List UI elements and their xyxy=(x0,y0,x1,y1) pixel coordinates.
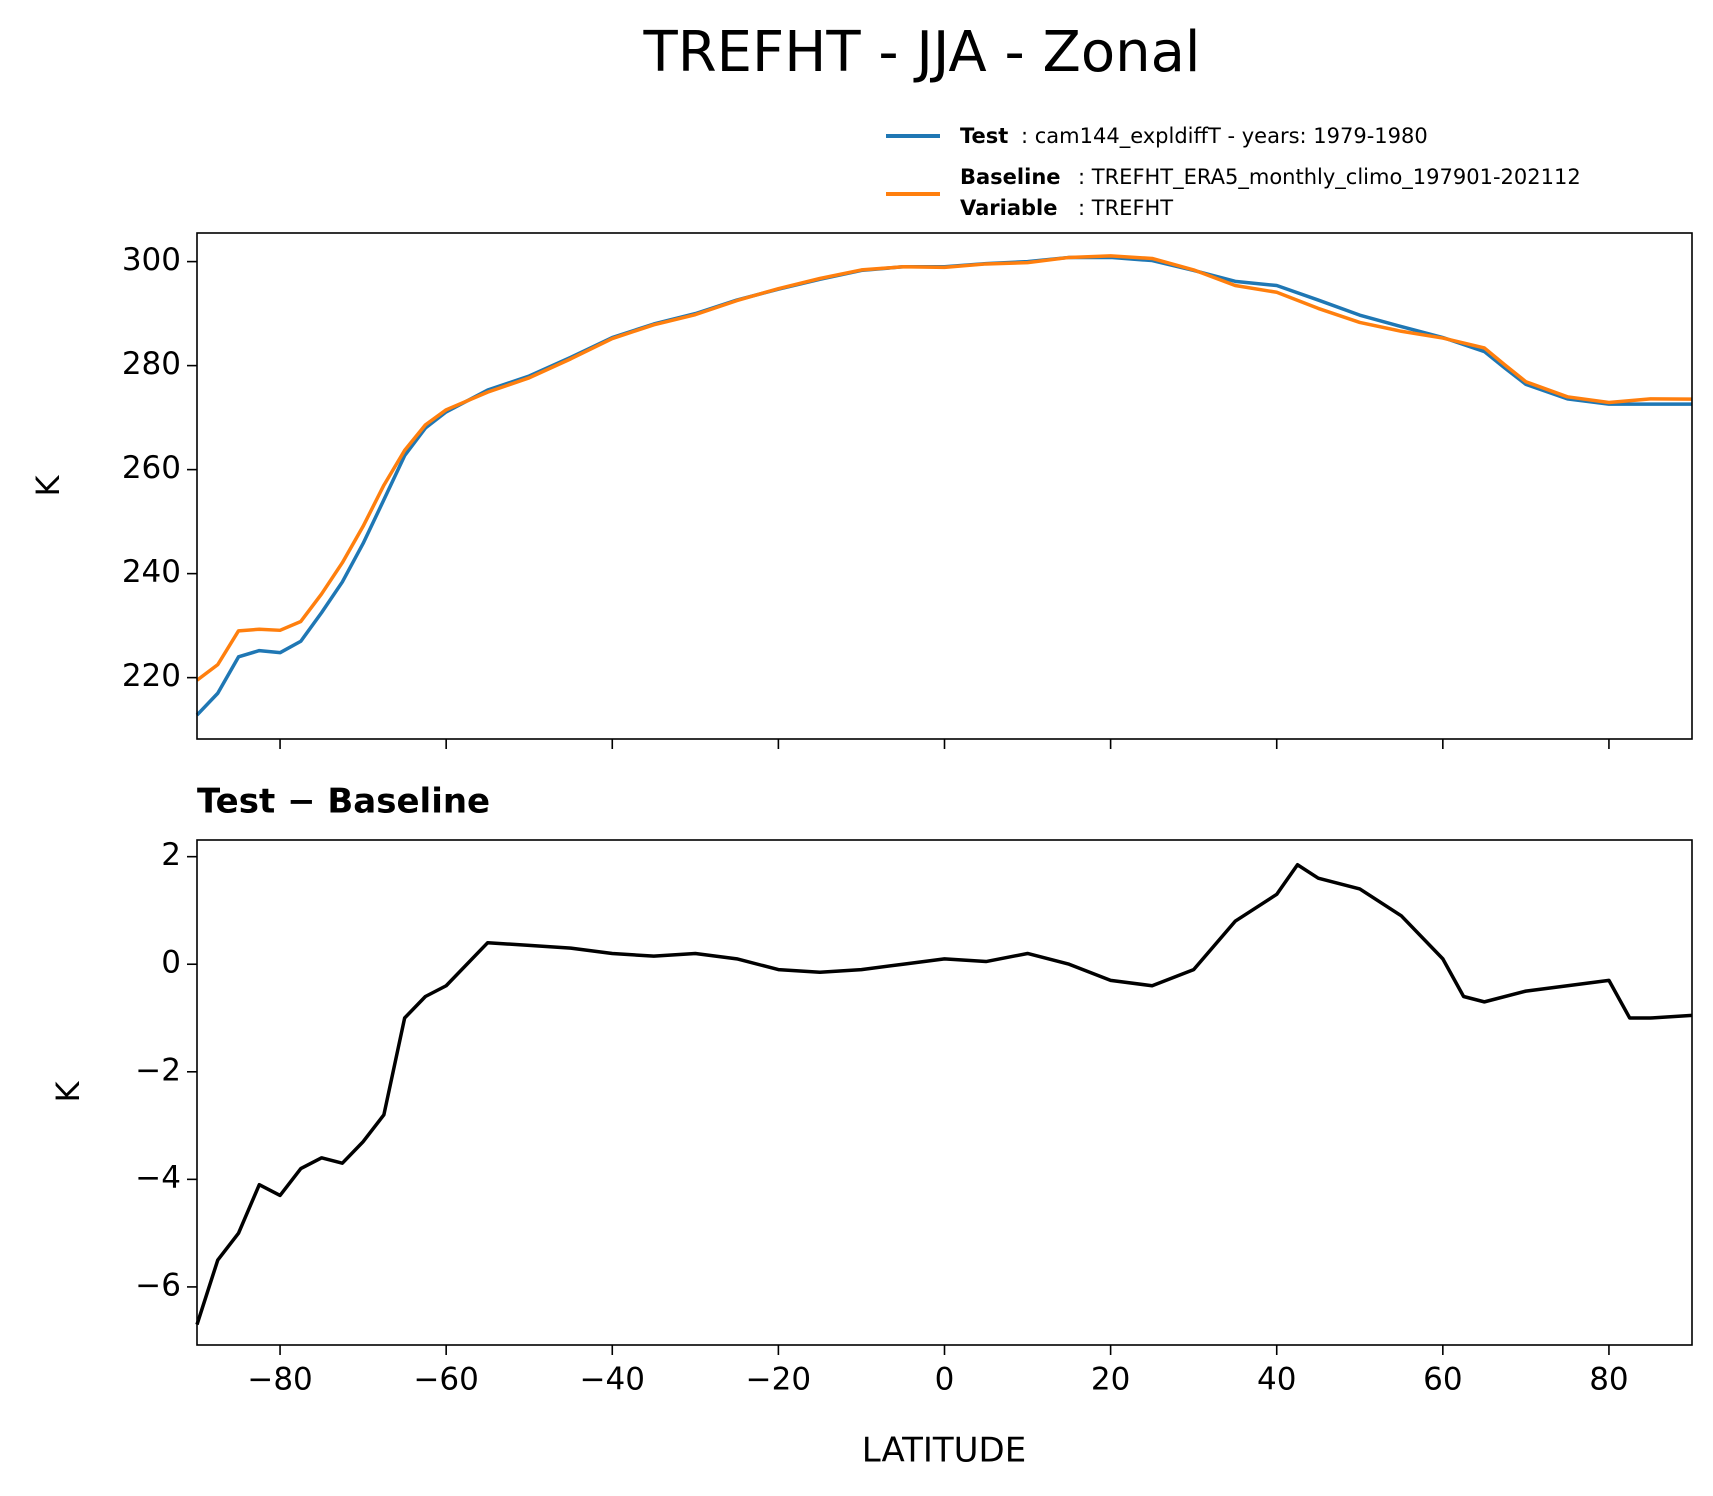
plot-frame xyxy=(196,839,1693,1346)
x-tick-label: −20 xyxy=(746,1362,811,1398)
legend-label: Baseline xyxy=(960,165,1061,189)
y-tick-label: 240 xyxy=(122,554,181,590)
x-tick-label: 60 xyxy=(1423,1362,1462,1398)
data-line xyxy=(195,254,1693,682)
x-tick-label: −40 xyxy=(580,1362,645,1398)
figure-title: TREFHT - JJA - Zonal xyxy=(643,20,1201,85)
y-tick-label: 280 xyxy=(122,346,181,382)
y-tick-label: −2 xyxy=(135,1052,181,1088)
subplot-title: Test − Baseline xyxy=(197,782,490,822)
data-line xyxy=(195,255,1692,717)
legend: Test : cam144_expldiffT - years: 1979-19… xyxy=(886,124,1581,220)
y-tick-label: −6 xyxy=(135,1267,181,1303)
x-axis-label: LATITUDE xyxy=(862,1431,1026,1471)
y-axis-label: K xyxy=(49,1080,87,1102)
y-tick-label: 220 xyxy=(122,658,181,694)
legend-label: Test xyxy=(960,124,1008,148)
y-axis-label: K xyxy=(29,474,67,496)
legend-label: Variable xyxy=(960,196,1057,220)
y-tick-label: 300 xyxy=(122,242,181,278)
y-tick-label: 2 xyxy=(161,837,181,873)
x-tick-label: 40 xyxy=(1257,1362,1296,1398)
y-tick-label: 260 xyxy=(122,450,181,486)
y-tick-label: −4 xyxy=(135,1160,181,1196)
legend-text: : TREFHT_ERA5_monthly_climo_197901-20211… xyxy=(1078,165,1581,190)
legend-text: : cam144_expldiffT - years: 1979-1980 xyxy=(1021,124,1428,149)
y-tick-label: 0 xyxy=(161,945,181,981)
legend-text: : TREFHT xyxy=(1078,196,1173,220)
data-line xyxy=(195,862,1693,1326)
x-tick-label: 80 xyxy=(1589,1362,1628,1398)
x-tick-label: 20 xyxy=(1091,1362,1130,1398)
plot-frame xyxy=(196,232,1693,740)
x-tick-label: −80 xyxy=(247,1362,312,1398)
x-tick-label: −60 xyxy=(413,1362,478,1398)
x-tick-label: 0 xyxy=(935,1362,955,1398)
